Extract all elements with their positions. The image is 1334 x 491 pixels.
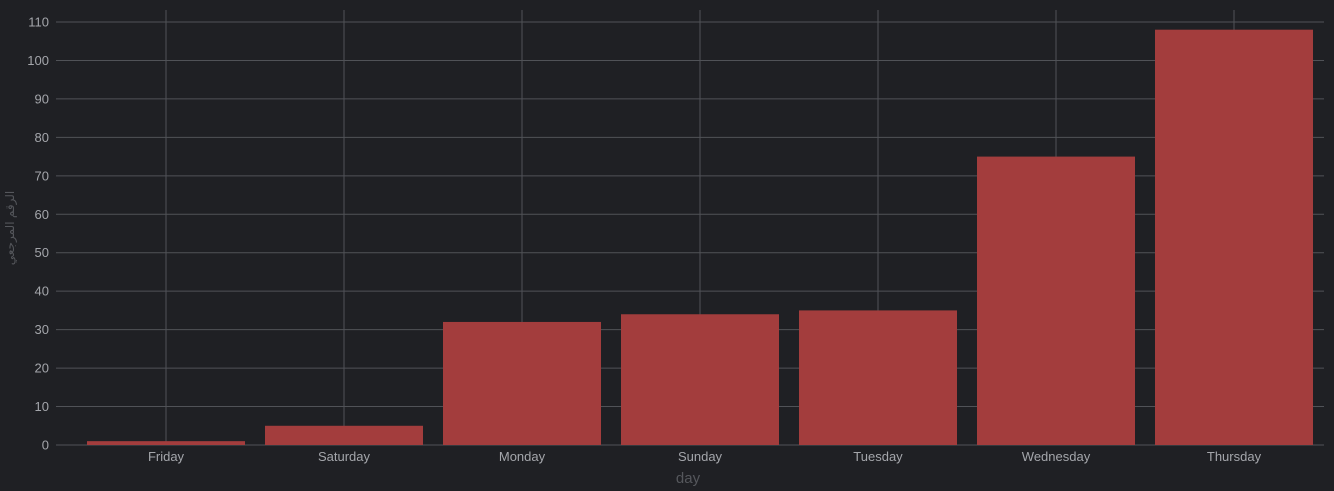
- y-axis-title: الرقم المرجعي: [3, 191, 18, 265]
- y-tick-label: 90: [35, 91, 49, 106]
- y-tick-label: 10: [35, 399, 49, 414]
- bars: [87, 29, 1313, 445]
- y-tick-label: 70: [35, 168, 49, 183]
- x-axis-title: day: [676, 470, 701, 487]
- x-tick-label: Tuesday: [853, 449, 903, 464]
- bar-wednesday: [977, 156, 1135, 445]
- y-tick-label: 40: [35, 284, 49, 299]
- x-tick-label: Friday: [148, 449, 185, 464]
- x-tick-label: Thursday: [1207, 449, 1262, 464]
- x-tick-label: Sunday: [678, 449, 723, 464]
- y-tick-label: 100: [27, 53, 49, 68]
- x-tick-label: Wednesday: [1022, 449, 1091, 464]
- y-axis-ticks: 0 10 20 30 40 50 60 70 80 90 100 110: [27, 15, 49, 453]
- y-tick-label: 0: [42, 438, 49, 453]
- y-tick-label: 110: [28, 15, 49, 30]
- bar-saturday: [265, 425, 423, 445]
- x-tick-label: Monday: [499, 449, 546, 464]
- y-tick-label: 80: [35, 130, 49, 145]
- y-tick-label: 50: [35, 245, 49, 260]
- bar-friday: [87, 441, 245, 445]
- bar-sunday: [621, 314, 779, 445]
- bar-thursday: [1155, 29, 1313, 445]
- bar-tuesday: [799, 310, 957, 445]
- y-tick-label: 20: [35, 361, 49, 376]
- bar-monday: [443, 321, 601, 445]
- y-tick-label: 30: [35, 322, 49, 337]
- x-tick-label: Saturday: [318, 449, 371, 464]
- y-tick-label: 60: [35, 207, 49, 222]
- x-axis-ticks: Friday Saturday Monday Sunday Tuesday Wednesd…: [148, 449, 1262, 464]
